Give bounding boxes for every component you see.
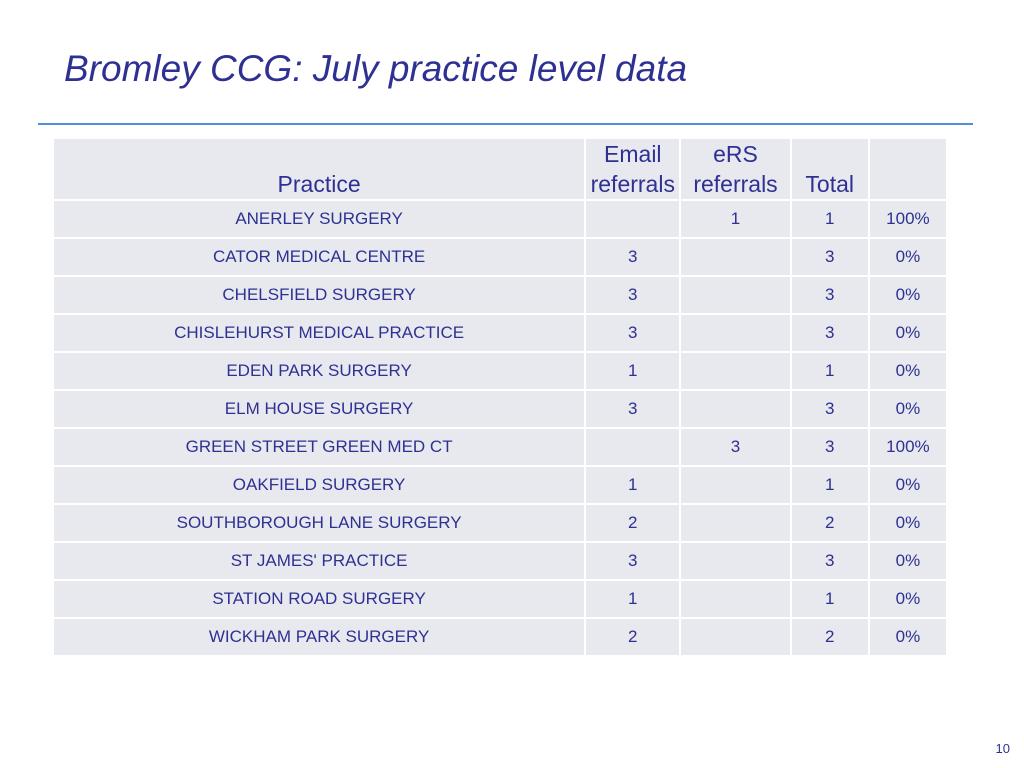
table-row: OAKFIELD SURGERY 1 1 0% <box>54 467 946 503</box>
header-email-referrals: Email referrals <box>586 139 680 199</box>
table-row: GREEN STREET GREEN MED CT 3 3 100% <box>54 429 946 465</box>
cell-practice: CHISLEHURST MEDICAL PRACTICE <box>54 315 585 351</box>
cell-ers <box>681 391 790 427</box>
table-row: ANERLEY SURGERY 1 1 100% <box>54 201 946 237</box>
table-row: CHISLEHURST MEDICAL PRACTICE 3 3 0% <box>54 315 946 351</box>
cell-email: 2 <box>586 619 680 655</box>
slide-title: Bromley CCG: July practice level data <box>64 48 688 89</box>
cell-percentage: 0% <box>869 315 946 351</box>
cell-practice: STATION ROAD SURGERY <box>54 581 585 617</box>
cell-total: 2 <box>791 505 868 541</box>
header-practice: Practice <box>54 139 585 199</box>
cell-total: 1 <box>791 467 868 503</box>
cell-practice: EDEN PARK SURGERY <box>54 353 585 389</box>
cell-percentage: 100% <box>869 201 946 237</box>
header-email-line1: Email <box>604 141 662 167</box>
cell-email: 3 <box>586 239 680 275</box>
cell-practice: ANERLEY SURGERY <box>54 201 585 237</box>
cell-percentage: 0% <box>869 391 946 427</box>
cell-percentage: 0% <box>869 467 946 503</box>
table-row: EDEN PARK SURGERY 1 1 0% <box>54 353 946 389</box>
cell-total: 3 <box>791 391 868 427</box>
cell-ers <box>681 505 790 541</box>
table-row: SOUTHBOROUGH LANE SURGERY 2 2 0% <box>54 505 946 541</box>
title-divider <box>38 123 973 125</box>
table-row: ST JAMES' PRACTICE 3 3 0% <box>54 543 946 579</box>
cell-email <box>586 429 680 465</box>
cell-ers <box>681 239 790 275</box>
cell-ers <box>681 277 790 313</box>
cell-percentage: 0% <box>869 581 946 617</box>
header-ers-line1: eRS <box>713 141 758 167</box>
cell-email: 1 <box>586 581 680 617</box>
cell-percentage: 100% <box>869 429 946 465</box>
header-ers-referrals: eRS referrals <box>681 139 790 199</box>
cell-ers: 1 <box>681 201 790 237</box>
cell-email: 3 <box>586 391 680 427</box>
cell-practice: SOUTHBOROUGH LANE SURGERY <box>54 505 585 541</box>
table-header-row: Practice Email referrals eRS referrals Tot… <box>54 139 946 199</box>
cell-total: 3 <box>791 543 868 579</box>
table-row: CHELSFIELD SURGERY 3 3 0% <box>54 277 946 313</box>
cell-ers <box>681 353 790 389</box>
cell-email: 3 <box>586 315 680 351</box>
cell-ers: 3 <box>681 429 790 465</box>
cell-total: 2 <box>791 619 868 655</box>
cell-practice: WICKHAM PARK SURGERY <box>54 619 585 655</box>
header-percentage <box>869 139 946 199</box>
cell-email: 1 <box>586 467 680 503</box>
table-row: ELM HOUSE SURGERY 3 3 0% <box>54 391 946 427</box>
cell-practice: CHELSFIELD SURGERY <box>54 277 585 313</box>
cell-total: 3 <box>791 429 868 465</box>
cell-percentage: 0% <box>869 505 946 541</box>
cell-percentage: 0% <box>869 239 946 275</box>
cell-email <box>586 201 680 237</box>
cell-percentage: 0% <box>869 619 946 655</box>
page-number: 10 <box>995 741 1010 756</box>
cell-email: 3 <box>586 543 680 579</box>
header-ers-line2: referrals <box>693 171 778 197</box>
cell-percentage: 0% <box>869 353 946 389</box>
cell-email: 1 <box>586 353 680 389</box>
cell-ers <box>681 543 790 579</box>
cell-ers <box>681 619 790 655</box>
table-row: WICKHAM PARK SURGERY 2 2 0% <box>54 619 946 655</box>
cell-practice: ELM HOUSE SURGERY <box>54 391 585 427</box>
cell-total: 3 <box>791 277 868 313</box>
cell-total: 1 <box>791 581 868 617</box>
cell-percentage: 0% <box>869 277 946 313</box>
cell-practice: GREEN STREET GREEN MED CT <box>54 429 585 465</box>
cell-percentage: 0% <box>869 543 946 579</box>
table-row: CATOR MEDICAL CENTRE 3 3 0% <box>54 239 946 275</box>
header-email-line2: referrals <box>590 171 675 197</box>
cell-total: 1 <box>791 201 868 237</box>
cell-email: 2 <box>586 505 680 541</box>
table-row: STATION ROAD SURGERY 1 1 0% <box>54 581 946 617</box>
cell-total: 3 <box>791 315 868 351</box>
cell-total: 3 <box>791 239 868 275</box>
cell-email: 3 <box>586 277 680 313</box>
cell-ers <box>681 467 790 503</box>
cell-ers <box>681 315 790 351</box>
cell-practice: OAKFIELD SURGERY <box>54 467 585 503</box>
cell-practice: CATOR MEDICAL CENTRE <box>54 239 585 275</box>
cell-practice: ST JAMES' PRACTICE <box>54 543 585 579</box>
practice-data-table: Practice Email referrals eRS referrals Tot… <box>52 137 948 657</box>
table-body: ANERLEY SURGERY 1 1 100% CATOR MEDICAL C… <box>54 201 946 655</box>
cell-total: 1 <box>791 353 868 389</box>
cell-ers <box>681 581 790 617</box>
header-total: Total <box>791 139 868 199</box>
